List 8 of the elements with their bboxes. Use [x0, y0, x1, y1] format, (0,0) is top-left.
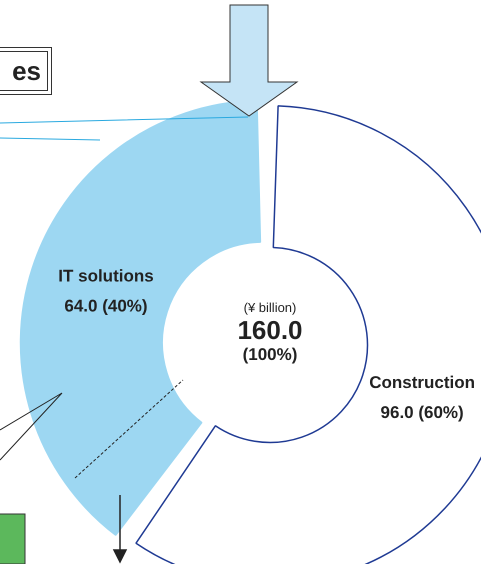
slice-label: Construction	[369, 372, 476, 392]
slice-label: IT solutions	[58, 266, 154, 286]
data-label: 64.0 (40%)	[64, 296, 148, 316]
text: (¥ billion)	[242, 300, 298, 315]
text: (100%)	[242, 345, 298, 365]
heading-box: es	[0, 47, 52, 95]
text: 160.0	[236, 315, 304, 345]
data-label: 96.0 (60%)	[380, 402, 464, 422]
